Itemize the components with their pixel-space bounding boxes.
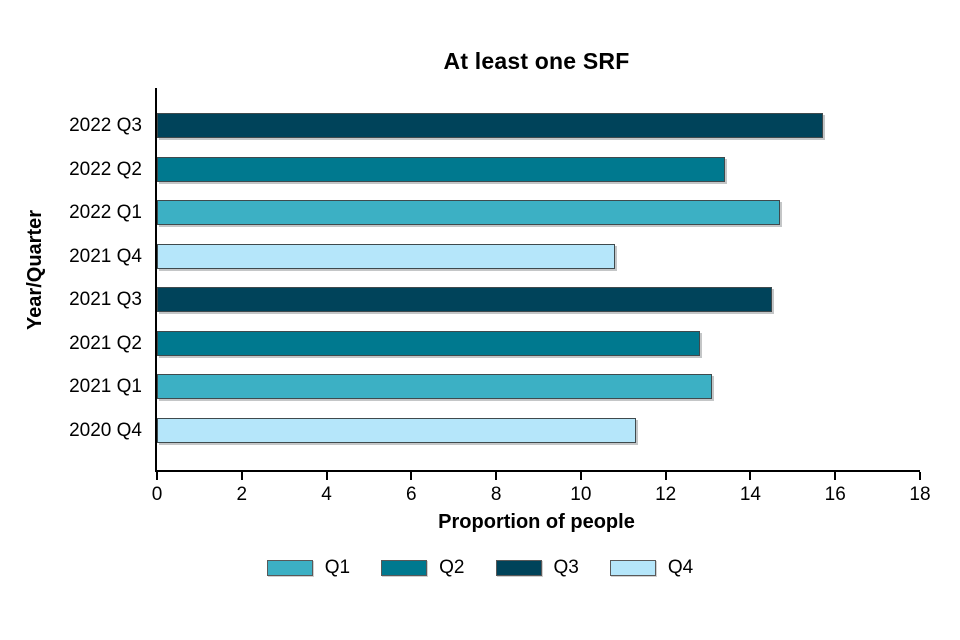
y-category-label: 2021 Q1 — [69, 376, 142, 398]
legend: Q1 Q2 Q3 Q4 — [0, 557, 960, 579]
x-axis-tick — [325, 472, 328, 480]
x-tick-label: 12 — [655, 484, 677, 505]
y-category-label: 2021 Q4 — [69, 245, 142, 267]
bar-2022-q3 — [157, 113, 823, 138]
x-axis-tick — [834, 472, 837, 480]
legend-item-q1: Q1 — [266, 557, 351, 579]
legend-swatch-q4 — [609, 560, 656, 576]
x-axis-tick — [240, 472, 243, 480]
legend-label: Q2 — [439, 557, 465, 578]
x-axis-title: Proportion of people — [438, 511, 635, 533]
x-axis-tick — [410, 472, 413, 480]
x-tick-label: 2 — [236, 484, 248, 505]
legend-swatch-q1 — [266, 560, 313, 576]
bar-2022-q1 — [157, 200, 781, 226]
chart-title: At least one SRF — [443, 48, 630, 74]
plot-area: 0 2 4 6 8 10 12 14 16 18 — [152, 88, 931, 505]
x-tick-label: 0 — [151, 484, 163, 505]
y-category-label: 2022 Q1 — [69, 202, 142, 224]
x-tick-label: 6 — [406, 484, 417, 505]
y-category-label: 2022 Q2 — [69, 158, 142, 180]
x-tick-label: 16 — [824, 484, 846, 505]
x-axis-tick — [664, 472, 667, 480]
y-category-label: 2021 Q3 — [69, 289, 142, 311]
x-tick-label: 18 — [909, 484, 931, 505]
bar-2022-q2 — [157, 156, 725, 182]
x-tick-label: 8 — [490, 484, 502, 505]
y-category-label: 2022 Q3 — [69, 115, 142, 136]
x-tick-label: 10 — [570, 484, 592, 505]
legend-swatch-q2 — [381, 560, 428, 576]
x-tick-label: 4 — [321, 484, 332, 505]
bar-2021-q3 — [157, 287, 772, 313]
legend-item-q4: Q4 — [609, 557, 694, 579]
legend-label: Q3 — [553, 557, 579, 578]
x-axis-tick — [749, 472, 752, 480]
legend-label: Q4 — [667, 557, 694, 578]
y-category-label: 2021 Q2 — [69, 332, 142, 354]
legend-label: Q1 — [324, 557, 351, 578]
x-axis-tick — [495, 472, 498, 480]
bar-2021-q4 — [157, 243, 615, 269]
y-category-label: 2020 Q4 — [69, 419, 142, 441]
bar-2021-q1 — [157, 374, 713, 400]
x-axis-tick — [919, 472, 921, 480]
x-axis-tick — [579, 472, 582, 480]
x-axis-tick — [156, 472, 158, 480]
x-tick-label: 14 — [739, 484, 761, 505]
bar-2020-q4 — [157, 417, 636, 443]
legend-item-q2: Q2 — [381, 557, 465, 579]
bar-2021-q2 — [157, 330, 700, 356]
legend-item-q3: Q3 — [495, 557, 579, 579]
legend-swatch-q3 — [495, 560, 542, 576]
